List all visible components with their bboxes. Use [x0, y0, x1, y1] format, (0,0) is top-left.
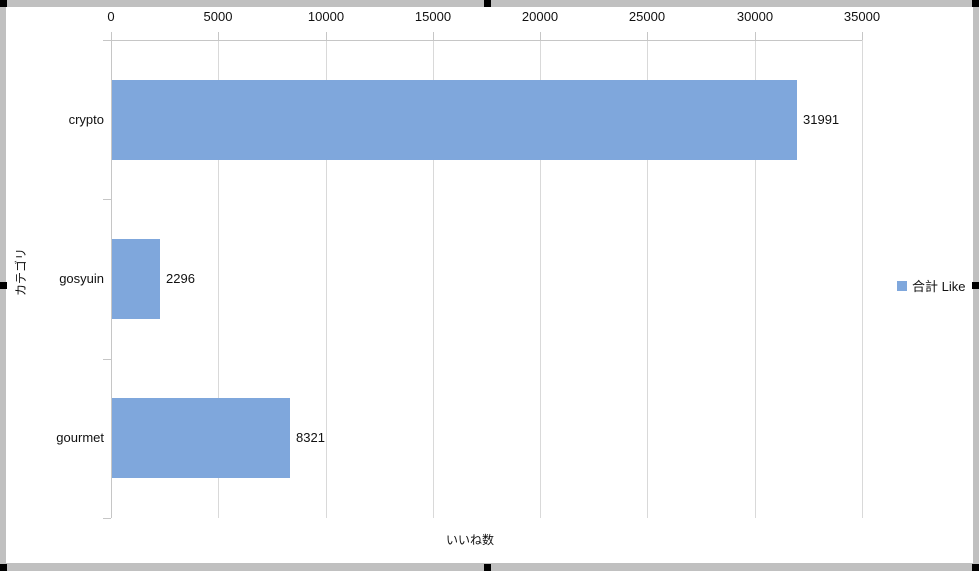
gridline: [755, 40, 756, 518]
x-axis-tick-label: 25000: [628, 9, 666, 24]
resize-handle-top-right[interactable]: [972, 0, 979, 7]
x-axis-tick-label: 20000: [521, 9, 559, 24]
gridline: [433, 40, 434, 518]
x-axis-tick-label: 30000: [736, 9, 774, 24]
resize-handle-bottom-center[interactable]: [484, 564, 491, 571]
x-axis-tickmark: [862, 32, 863, 40]
gridline: [326, 40, 327, 518]
legend[interactable]: 合計 Like: [897, 276, 965, 295]
data-label-gosyuin: 2296: [166, 271, 195, 286]
x-axis-tick-label: 0: [107, 9, 115, 24]
x-axis-tickmark: [647, 32, 648, 40]
resize-handle-bottom-right[interactable]: [972, 564, 979, 571]
resize-handle-top-center[interactable]: [484, 0, 491, 7]
resize-handle-middle-right[interactable]: [972, 282, 979, 289]
x-axis-tickmark: [111, 32, 112, 40]
value-axis-line: [103, 40, 862, 41]
resize-handle-bottom-left[interactable]: [0, 564, 7, 571]
legend-marker-icon: [897, 280, 907, 291]
x-axis-tick-label: 15000: [414, 9, 452, 24]
x-axis-tick-label: 10000: [307, 9, 345, 24]
x-axis-tickmark: [755, 32, 756, 40]
category-axis-line: [111, 40, 112, 518]
y-axis-category-label-gosyuin: gosyuin: [59, 271, 104, 286]
gridline: [218, 40, 219, 518]
resize-handle-top-left[interactable]: [0, 0, 7, 7]
data-label-gourmet: 8321: [296, 430, 325, 445]
bar-crypto[interactable]: [112, 80, 797, 160]
data-label-crypto: 31991: [803, 112, 840, 127]
gridline: [647, 40, 648, 518]
y-axis-tickmark: [103, 518, 111, 519]
y-axis-tickmark: [103, 40, 111, 41]
x-axis-tickmark: [433, 32, 434, 40]
y-axis-category-label-crypto: crypto: [68, 112, 104, 127]
gridline: [862, 40, 863, 518]
bar-gourmet[interactable]: [112, 398, 290, 478]
y-axis-tickmark: [103, 199, 111, 200]
x-axis-title: いいね数: [445, 533, 494, 547]
gridline: [540, 40, 541, 518]
x-axis-tickmark: [540, 32, 541, 40]
x-axis-tickmark: [326, 32, 327, 40]
y-axis-tickmark: [103, 359, 111, 360]
bar-gosyuin[interactable]: [112, 239, 160, 319]
y-axis-title: カテゴリ: [14, 248, 28, 297]
resize-handle-middle-left[interactable]: [0, 282, 7, 289]
legend-label: 合計 Like: [912, 279, 966, 294]
x-axis-tickmark: [218, 32, 219, 40]
y-axis-category-label-gourmet: gourmet: [56, 430, 104, 445]
x-axis-tick-label: 35000: [843, 9, 881, 24]
x-axis-tick-label: 5000: [203, 9, 233, 24]
